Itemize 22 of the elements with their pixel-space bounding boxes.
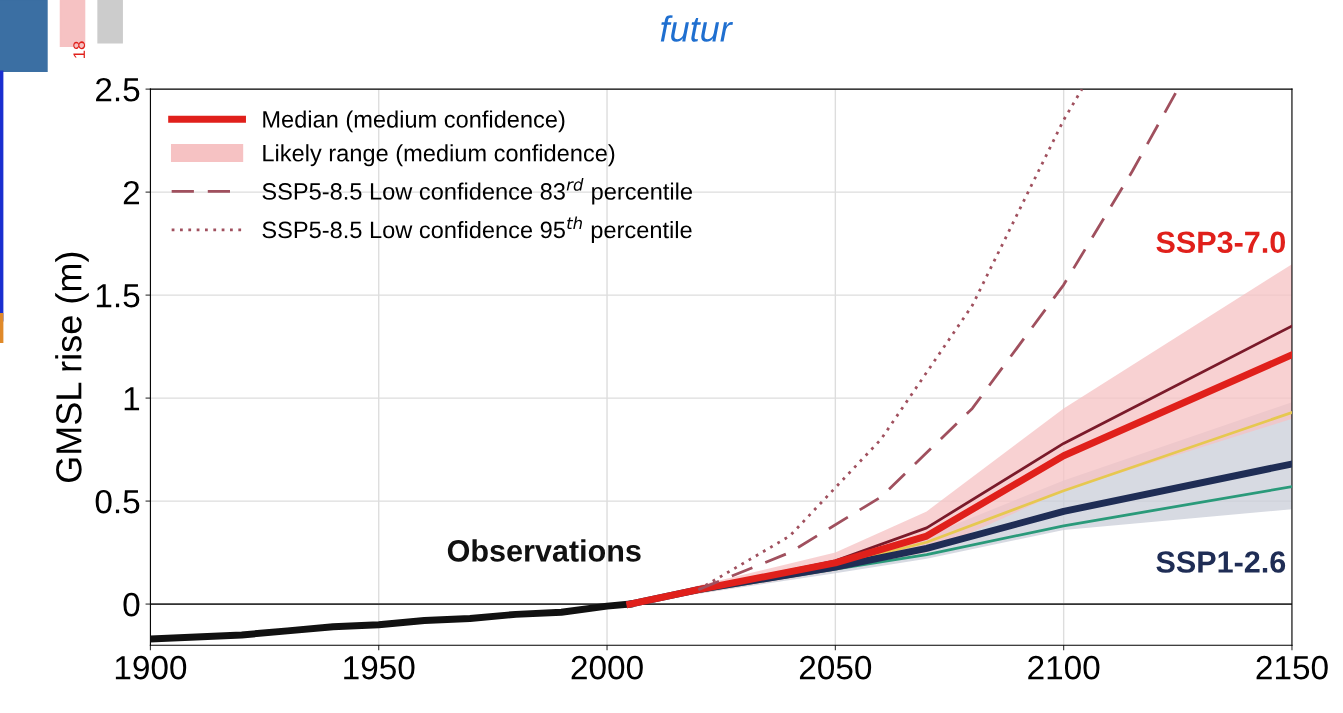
text: 18	[73, 41, 86, 58]
y-tick-label: 2	[123, 180, 140, 205]
y-axis-title: GMSL rise (m)	[55, 252, 89, 483]
y-tick-label: 2.5	[96, 77, 140, 102]
legend-label: Median (medium confidence)	[263, 110, 565, 133]
annotation: SSP1-2.6	[1156, 551, 1286, 573]
y-tick-label: 0	[123, 592, 140, 617]
y-tick-label: 1.5	[96, 284, 140, 308]
chart-title: futur	[660, 15, 734, 42]
x-tick-label: 1900	[115, 655, 187, 680]
annotation: Likely range (medium confidence)	[263, 144, 615, 167]
y-tick-label: 0.5	[95, 489, 140, 514]
legend-label: SSP5-8.5 Low confidence 95$^{th}$ percentile	[262, 216, 692, 243]
x-tick-label: 2150	[1256, 655, 1328, 680]
x-tick-label: 1950	[344, 655, 415, 680]
x-tick-label: 2100	[1028, 655, 1100, 680]
y-tick-label: 1	[124, 387, 140, 411]
annotation: Observations	[447, 539, 641, 562]
x-tick-label: 2000	[571, 655, 643, 680]
x-tick-label: 2050	[799, 655, 872, 680]
annotation: SSP3-7.0	[1156, 231, 1286, 254]
legend-label: SSP5-8.5 Low confidence 83$^{rd}$ percentile	[262, 178, 692, 205]
